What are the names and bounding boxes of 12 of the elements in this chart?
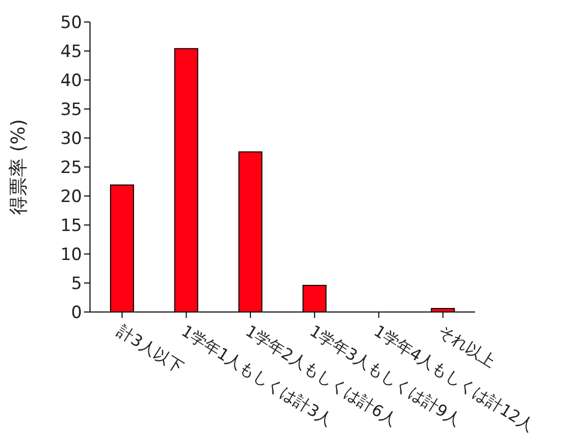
y-axis-title: 得票率 (%) (8, 119, 30, 215)
y-tick-label: 35 (60, 100, 82, 120)
y-tick-label: 20 (60, 187, 82, 208)
y-tick-label: 50 (60, 13, 82, 34)
y-tick-label: 10 (60, 245, 82, 266)
y-tick-label: 30 (60, 129, 82, 150)
y-tick-label: 0 (71, 303, 82, 324)
y-tick-label: 40 (60, 71, 82, 92)
y-tick-label: 25 (60, 158, 82, 178)
y-tick-label: 45 (60, 42, 82, 62)
y-tick-label: 5 (71, 274, 82, 294)
y-tick-label: 15 (60, 216, 82, 236)
